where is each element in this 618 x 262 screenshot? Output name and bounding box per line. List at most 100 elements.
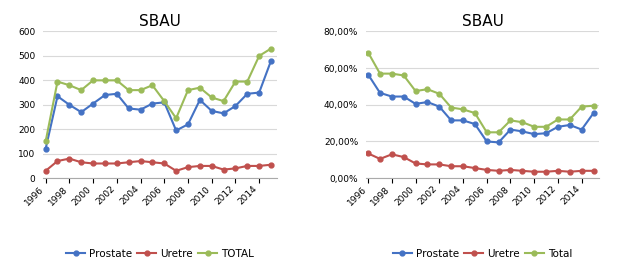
TOTAL [172,117,180,120]
Prostate [77,111,85,114]
Uretre [54,160,61,163]
Prostate [66,103,73,106]
TOTAL [54,80,61,83]
Uretre [543,170,550,173]
Prostate [543,132,550,135]
Total [424,88,431,91]
Uretre [566,170,574,173]
Uretre [232,167,239,170]
Uretre [578,169,585,172]
Uretre [459,165,467,168]
Total [507,119,514,122]
Uretre [554,169,562,172]
Prostate [172,129,180,132]
Legend: Prostate, Uretre, Total: Prostate, Uretre, Total [389,245,577,262]
Total [412,90,419,93]
Prostate [507,128,514,131]
Total [519,121,526,124]
Prostate [268,59,275,62]
Total [590,104,597,107]
Uretre [388,153,396,156]
TOTAL [42,140,49,143]
TOTAL [137,89,144,92]
Prostate [519,130,526,133]
Uretre [483,168,491,172]
Prostate [471,123,478,126]
Prostate [125,107,132,110]
TOTAL [125,89,132,92]
Uretre [101,162,109,165]
Line: Prostate: Prostate [43,58,273,151]
TOTAL [220,100,227,103]
Prostate [208,109,216,112]
Total [400,74,407,77]
TOTAL [113,79,121,82]
Uretre [90,162,97,165]
Uretre [268,163,275,166]
Total [495,131,502,134]
Total [471,112,478,115]
TOTAL [232,80,239,83]
TOTAL [208,96,216,99]
Prostate [578,128,585,131]
Line: Uretre: Uretre [43,156,273,173]
Uretre [149,161,156,164]
Prostate [232,105,239,108]
Prostate [365,73,372,76]
Total [388,72,396,75]
Prostate [101,94,109,97]
Uretre [519,169,526,172]
Total [436,92,443,95]
Uretre [507,168,514,172]
Prostate [424,101,431,104]
Prostate [554,125,562,128]
Uretre [220,168,227,171]
Total [543,125,550,128]
Total [365,51,372,54]
Uretre [243,164,251,167]
Line: Uretre: Uretre [366,151,596,174]
TOTAL [101,79,109,82]
Line: Prostate: Prostate [366,72,596,145]
Uretre [471,167,478,170]
Uretre [66,157,73,160]
Prostate [412,102,419,105]
Prostate [255,91,263,94]
Prostate [376,91,384,95]
Prostate [459,119,467,122]
Uretre [208,164,216,167]
Prostate [113,92,121,95]
TOTAL [66,84,73,87]
Prostate [436,105,443,108]
Prostate [161,101,168,104]
Total [459,108,467,111]
Uretre [255,164,263,167]
Uretre [495,169,502,172]
Prostate [196,98,203,101]
Total [530,125,538,128]
Uretre [77,161,85,164]
Uretre [400,156,407,159]
Total [483,131,491,134]
Prostate [220,112,227,115]
TOTAL [161,100,168,103]
Uretre [530,170,538,173]
Total [566,118,574,121]
Total [447,106,455,109]
TOTAL [268,47,275,50]
Uretre [172,169,180,172]
Uretre [184,166,192,169]
Prostate [42,147,49,150]
Uretre [436,163,443,166]
Prostate [90,102,97,105]
Prostate [400,95,407,98]
TOTAL [149,84,156,87]
TOTAL [90,79,97,82]
Prostate [149,102,156,105]
Legend: Prostate, Uretre, TOTAL: Prostate, Uretre, TOTAL [62,245,258,262]
Prostate [495,141,502,144]
Prostate [530,133,538,136]
Prostate [447,119,455,122]
TOTAL [196,86,203,89]
Prostate [243,92,251,95]
